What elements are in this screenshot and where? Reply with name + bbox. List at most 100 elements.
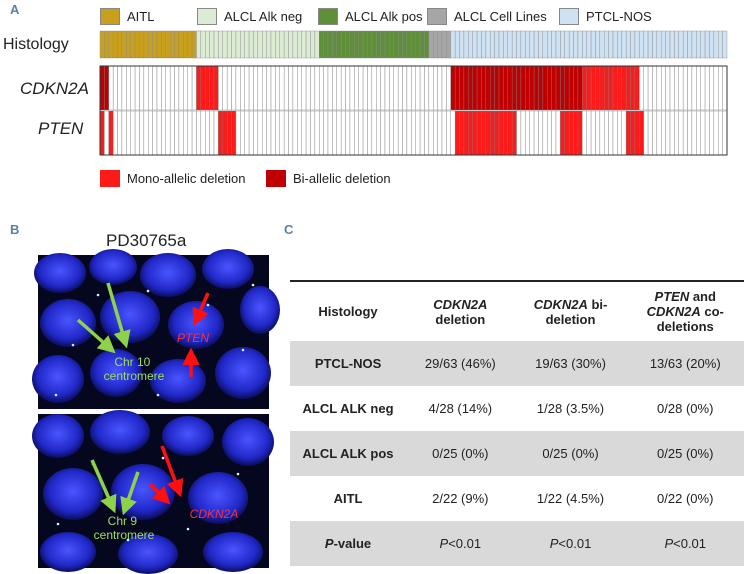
histology-cell [621,30,627,59]
deletion-cell [713,65,719,111]
histology-cell [437,30,443,59]
deletion-cell [104,65,109,111]
fish-sample-title: PD30765a [106,231,187,250]
deletion-summary-table: Histology CDKN2A deletion CDKN2A bi- del… [290,280,744,566]
legend-label: AITL [127,9,155,24]
deletion-cell [406,110,412,156]
deletion-cell [314,110,320,156]
histology-cell [511,30,517,59]
header-line: PTEN and [654,289,716,304]
deletion-cell [174,65,180,111]
histology-cell [577,30,583,59]
deletion-cell [617,110,622,156]
deletion-cell [332,110,337,156]
fish-image-bottom: CDKN2A Chr 9 centromere [32,410,274,574]
legend-item-bi-allelic: Bi-allelic deletion [266,170,391,187]
table-cell: PTCL-NOS [290,341,407,386]
deletion-cell [490,65,495,111]
deletion-cell [428,65,434,111]
histology-cell [332,30,337,59]
deletion-cell [332,65,337,111]
histology-cell [568,30,574,59]
deletion-cell [156,65,162,111]
deletion-cell [327,65,333,111]
deletion-cell [419,110,425,156]
histology-cell [634,30,640,59]
legend-label: ALCL Cell Lines [454,9,547,24]
deletion-cell [148,110,153,156]
deletion-cell [529,65,535,111]
deletion-cell [542,65,548,111]
centromere-line: centromere [104,369,165,383]
histology-cell [718,30,723,59]
deletion-cell [665,65,671,111]
histology-cell [433,30,438,59]
deletion-cell [104,110,109,156]
deletion-cell [424,65,430,111]
table-cell: ALCL ALK pos [290,431,407,476]
deletion-cell [222,65,228,111]
histology-cell [231,30,237,59]
deletion-cell [476,65,482,111]
deletion-cell [143,65,149,111]
deletion-grid [99,65,728,156]
deletion-cell [310,65,316,111]
deletion-cell [415,65,421,111]
table-row-pvalue: P-value P<0.01 P<0.01 P<0.01 [290,521,744,566]
deletion-cell [643,110,649,156]
histology-cell [376,30,381,59]
deletion-cell [494,110,500,156]
histology-cell [713,30,719,59]
deletion-cell [555,65,561,111]
deletion-cell [498,110,504,156]
histology-cell [669,30,675,59]
histology-cell [161,30,166,59]
deletion-cell [625,65,631,111]
deletion-cell [630,65,636,111]
deletion-cell [152,65,158,111]
legend-item-alcl-alk-neg: ALCL Alk neg [197,8,302,25]
histology-cell [305,30,311,59]
table-cell: P<0.01 [626,521,744,566]
deletion-cell [248,110,254,156]
deletion-cell [191,65,197,111]
deletion-cell [393,110,399,156]
table-cell: 0/25 (0%) [406,431,515,476]
histology-cell [494,30,500,59]
deletion-cell [139,65,145,111]
deletion-cell [669,110,675,156]
histology-cell [104,30,109,59]
histology-cell [283,30,289,59]
deletion-cell [187,110,193,156]
deletion-cell [573,110,579,156]
deletion-cell [354,65,359,111]
deletion-cell [656,65,662,111]
histology-cell [126,30,131,59]
histology-cell [275,30,280,59]
deletion-cell [647,65,653,111]
deletion-cell [538,110,544,156]
histology-cell [617,30,622,59]
deletion-cell [669,65,675,111]
histology-cell [674,30,679,59]
deletion-cell [551,65,557,111]
histology-cell [446,30,451,59]
legend-item-alcl-cell-lines: ALCL Cell Lines [427,8,547,25]
table-cell: 29/63 (46%) [406,341,515,386]
histology-cell [529,30,535,59]
deletion-cell [577,65,583,111]
legend-swatch [318,8,338,25]
deletion-cell [582,65,587,111]
deletion-cell [533,110,539,156]
deletion-cell [433,65,438,111]
deletion-cell [389,65,394,111]
histology-cell [143,30,149,59]
legend-swatch [559,8,579,25]
deletion-cell [161,65,166,111]
deletion-cell [156,110,162,156]
histology-cell [218,30,223,59]
deletion-cell [283,65,289,111]
histology-cell [187,30,193,59]
table-cell: 4/28 (14%) [428,401,493,416]
deletion-cell [235,65,241,111]
